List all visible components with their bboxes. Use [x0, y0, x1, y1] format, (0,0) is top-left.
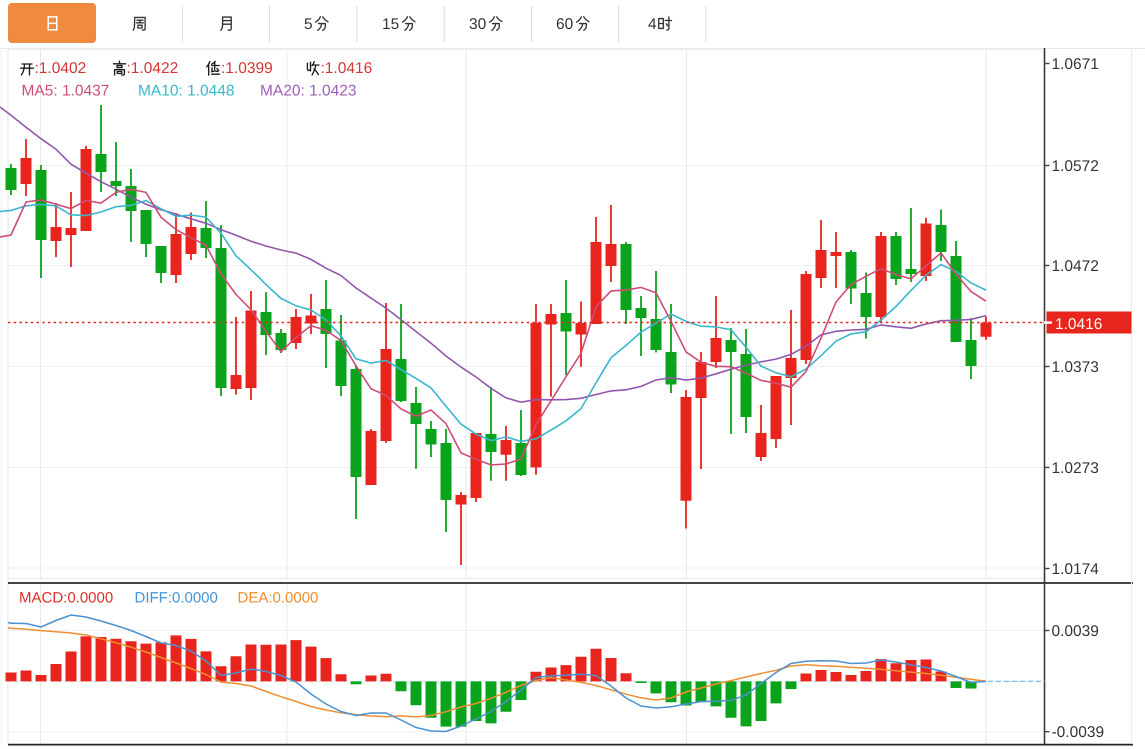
svg-text:15: 15	[382, 16, 399, 33]
svg-text:MA20: 1.0423: MA20: 1.0423	[260, 83, 357, 100]
svg-text:1.0671: 1.0671	[1052, 56, 1099, 73]
svg-text:DEA:0.0000: DEA:0.0000	[238, 590, 319, 607]
svg-text:MA5: 1.0437: MA5: 1.0437	[22, 83, 110, 100]
svg-text:1.0174: 1.0174	[1052, 561, 1100, 578]
svg-text:DIFF:0.0000: DIFF:0.0000	[135, 590, 218, 607]
svg-text:1.0273: 1.0273	[1052, 460, 1099, 477]
svg-text:1.0373: 1.0373	[1052, 359, 1099, 376]
svg-text::1.0402: :1.0402	[35, 60, 87, 77]
svg-text:1.0572: 1.0572	[1052, 158, 1099, 175]
svg-text:1.0472: 1.0472	[1052, 258, 1099, 275]
svg-text:1.0416: 1.0416	[1055, 316, 1102, 333]
svg-text:MACD:0.0000: MACD:0.0000	[19, 590, 113, 607]
svg-text::1.0399: :1.0399	[221, 60, 273, 77]
svg-text::1.0416: :1.0416	[321, 60, 373, 77]
svg-text:60: 60	[556, 16, 574, 33]
svg-text:5: 5	[304, 16, 313, 33]
svg-text::1.0422: :1.0422	[127, 60, 179, 77]
svg-text:4: 4	[648, 16, 657, 33]
svg-text:30: 30	[469, 16, 487, 33]
svg-text:MA10: 1.0448: MA10: 1.0448	[138, 83, 235, 100]
svg-text:0.0039: 0.0039	[1052, 623, 1099, 640]
svg-text:-0.0039: -0.0039	[1052, 724, 1105, 741]
